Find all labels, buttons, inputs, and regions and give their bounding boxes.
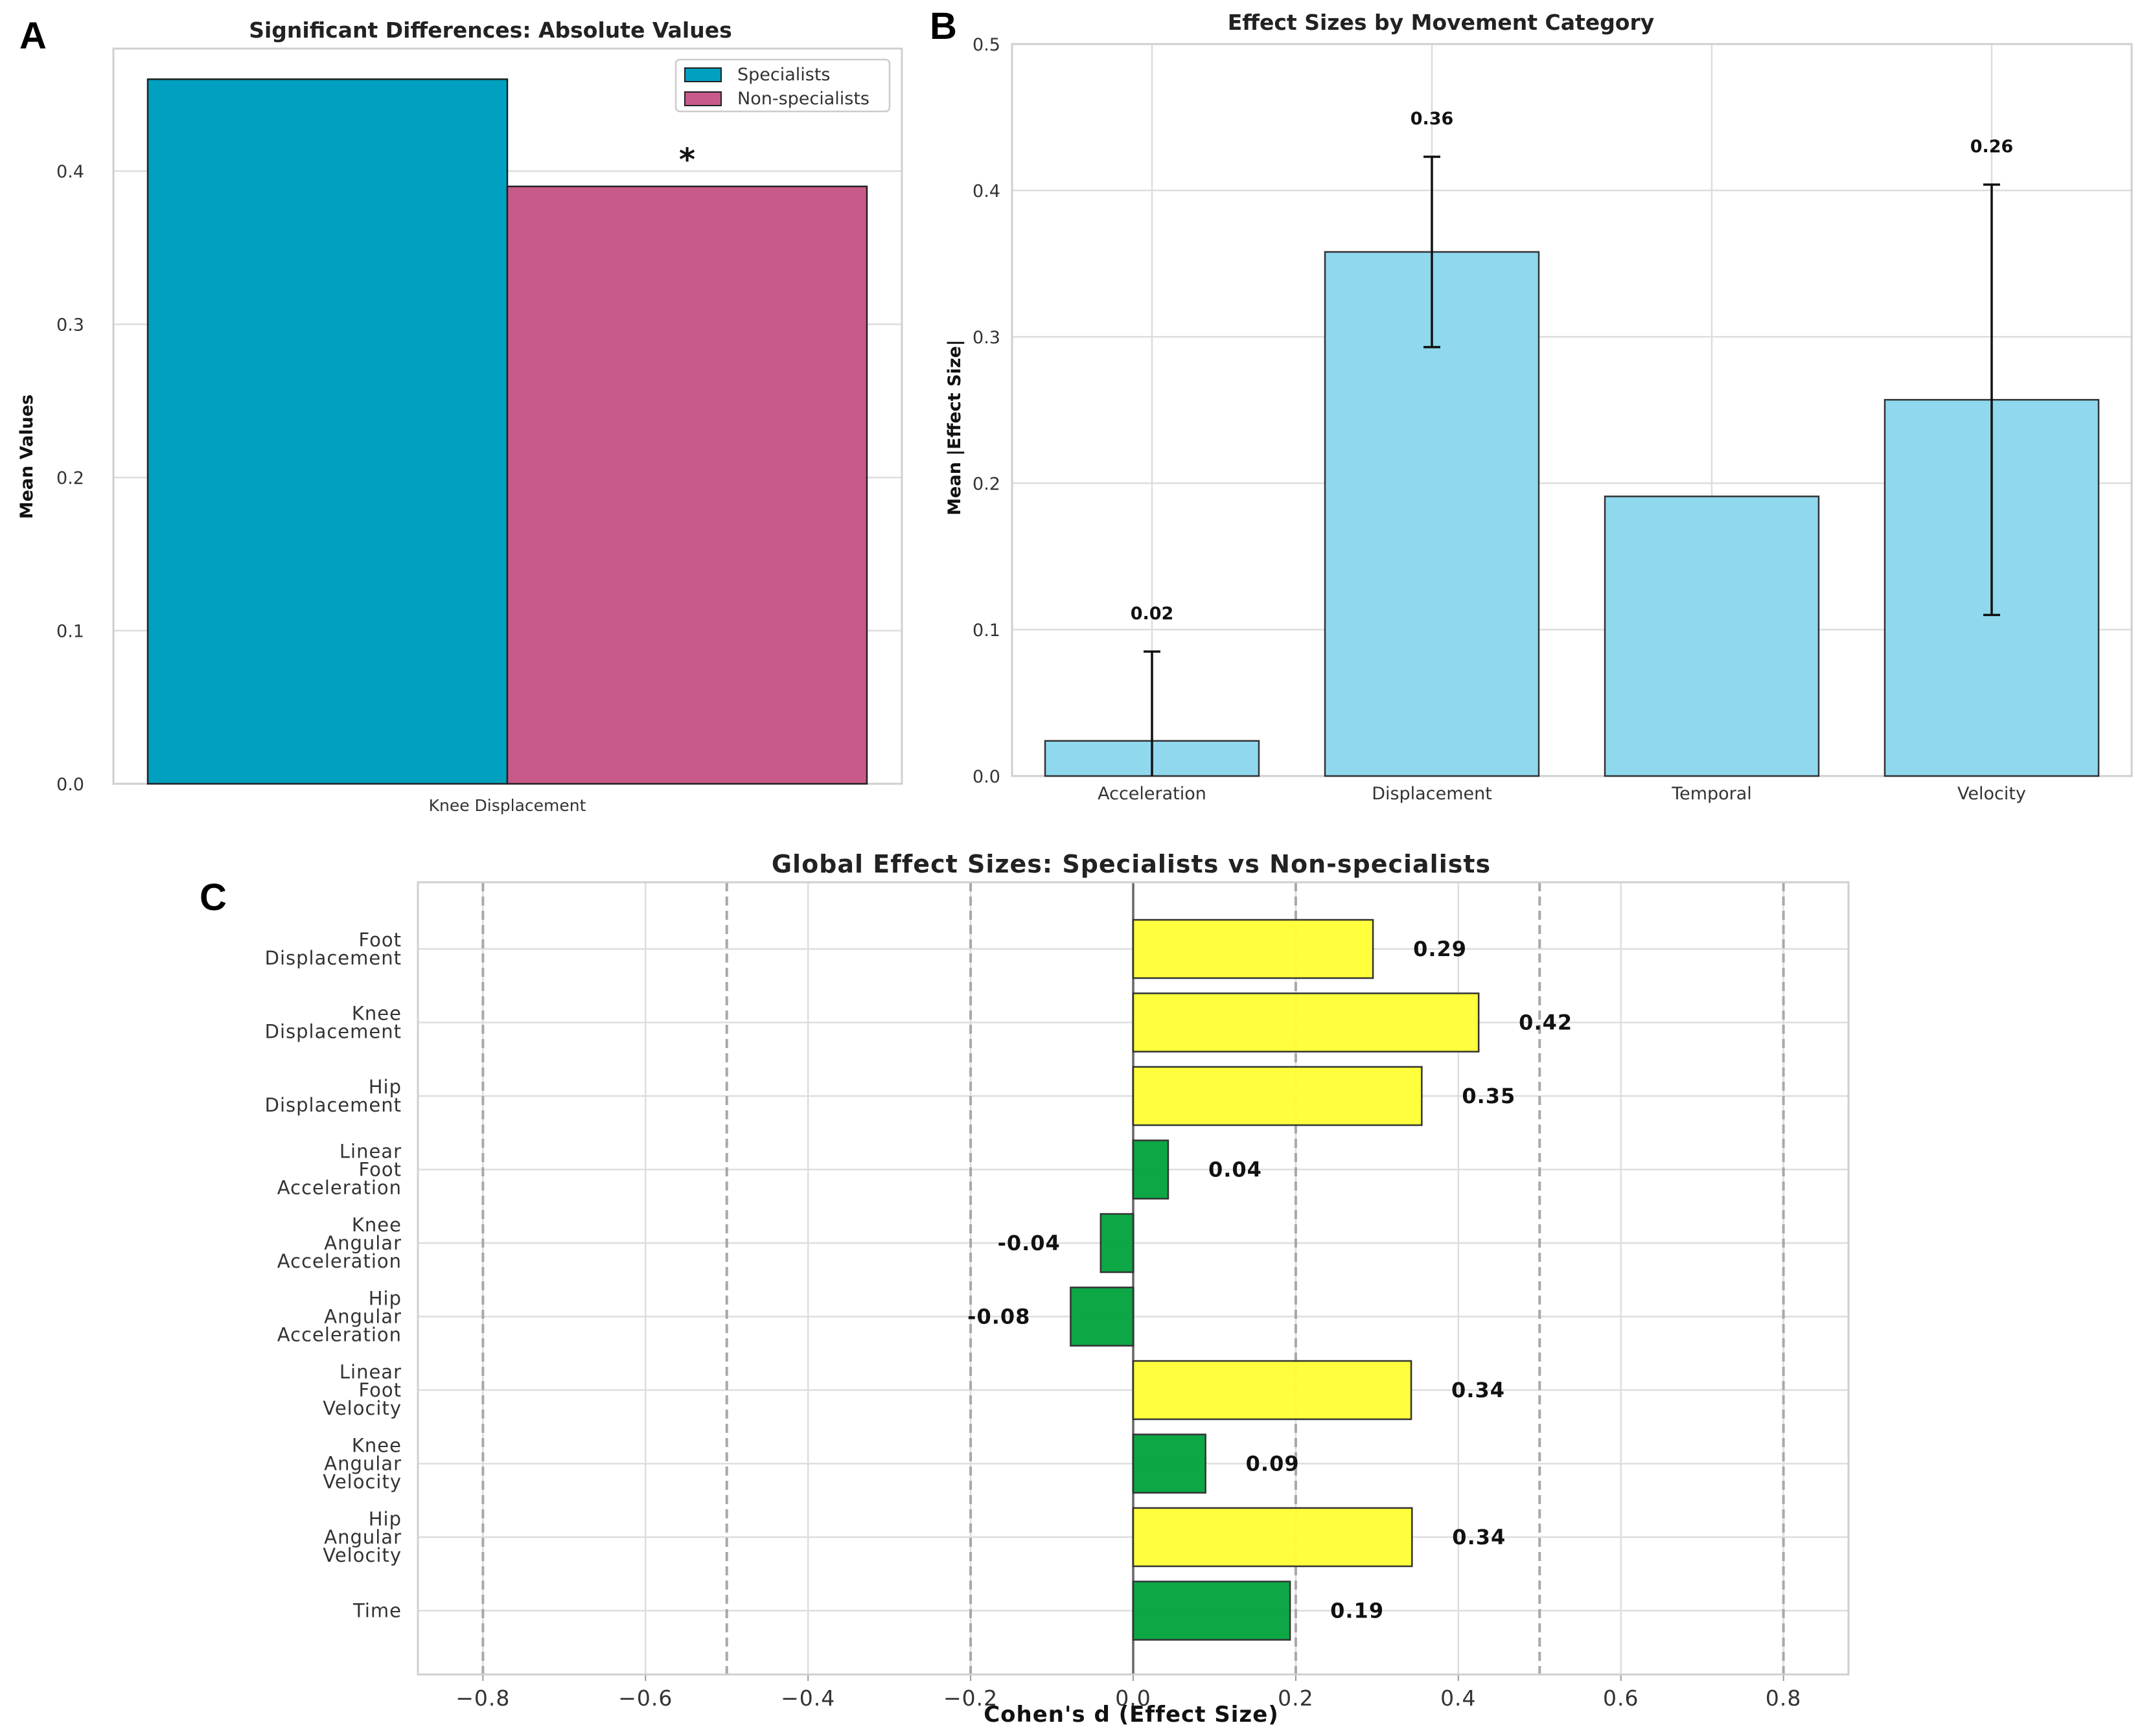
x-tick-label: Displacement [1372,784,1492,804]
significance-marker: * [679,142,695,178]
panel-a-chart: Significant Differences: Absolute Values… [17,17,903,815]
y-tick-label: 0.1 [56,622,84,642]
panel-b-ylabel: Mean |Effect Size| [945,339,965,515]
x-tick-label: Knee Displacement [429,796,586,815]
y-tick-label: Acceleration [277,1177,402,1199]
y-tick-label: Foot [358,1379,402,1401]
value-label: 0.09 [1246,1452,1300,1476]
x-tick-label: 0.6 [1603,1685,1639,1711]
bar-linear-foot-acceleration [1132,1139,1169,1200]
legend-frame [674,58,891,113]
bar-specialists [146,78,509,785]
panel-c-title: Global Effect Sizes: Specialists vs Non-… [772,850,1491,878]
y-tick-label: Hip [369,1076,402,1098]
y-tick-label: 0.1 [973,621,1000,641]
y-tick-label: Hip [369,1288,402,1310]
value-label: 0.29 [1413,937,1467,961]
x-tick-label: −0.8 [455,1685,510,1711]
y-tick-label: Time [352,1600,402,1622]
legend-label: Non-specialists [737,89,869,109]
legend-swatch [684,91,722,106]
y-tick-label: Knee [352,1003,402,1025]
bar-temporal [1604,496,1820,777]
bar-time [1132,1581,1291,1641]
panel-c-chart: Global Effect Sizes: Specialists vs Non-… [265,850,1850,1728]
y-tick-label: Acceleration [277,1324,402,1346]
legend: Specialists Non-specialists [674,58,891,113]
value-label: 0.34 [1452,1525,1506,1549]
panel-b-title: Effect Sizes by Movement Category [1228,10,1655,35]
y-tick-label: Acceleration [277,1250,402,1272]
y-tick-label: Linear [340,1361,402,1383]
y-tick-label: Foot [358,1159,402,1181]
bar-hip-angular-velocity [1132,1507,1413,1568]
panel-a-ylabel: Mean Values [17,394,37,520]
y-tick-label: 0.4 [56,162,84,182]
y-tick-label: Velocity [323,1397,402,1419]
legend-label: Specialists [737,65,831,85]
x-tick-label: 0.4 [1440,1685,1476,1711]
panel-a-title: Significant Differences: Absolute Values [249,17,732,43]
value-label: -0.08 [967,1305,1030,1329]
bar-knee-angular-velocity [1132,1433,1206,1494]
value-label: 0.26 [1970,137,2014,157]
value-label: 0.19 [1330,1599,1384,1623]
y-tick-label: Angular [324,1526,402,1548]
bar-knee-displacement [1132,992,1480,1053]
y-tick-label: Angular [324,1306,402,1328]
y-tick-label: 0.2 [56,468,84,488]
y-tick-label: 0.4 [973,181,1000,201]
value-label: 0.42 [1519,1011,1572,1035]
x-tick-label: 0.8 [1766,1685,1801,1711]
bar-knee-angular-acceleration [1100,1213,1134,1273]
panel-b-chart: Effect Sizes by Movement Category Mean |… [945,10,2133,804]
x-tick-label: −0.6 [618,1685,673,1711]
y-tick-label: Hip [369,1508,402,1530]
y-tick-label: Displacement [265,1021,402,1043]
plot-frame [417,881,1850,1676]
x-tick-label: −0.4 [781,1685,835,1711]
panel-letter-b: B [930,5,957,47]
y-tick-label: Displacement [265,1094,402,1116]
x-tick-label: 0.0 [1115,1685,1151,1711]
value-label: -0.04 [998,1231,1061,1255]
y-tick-label: Velocity [323,1471,402,1493]
bar-foot-displacement [1132,919,1374,979]
y-tick-label: 0.3 [973,328,1000,348]
value-label: 0.04 [1208,1158,1262,1182]
legend-swatch [684,67,722,82]
x-tick-label: 0.2 [1278,1685,1313,1711]
bar-hip-displacement [1132,1066,1423,1126]
bar-non-specialists [506,185,868,785]
y-tick-label: Knee [352,1214,402,1236]
bar-linear-foot-velocity [1132,1360,1412,1421]
y-tick-label: Angular [324,1453,402,1475]
panel-letter-c: C [200,876,227,919]
x-tick-label: Velocity [1957,784,2026,804]
y-tick-label: 0.3 [56,315,84,336]
bar-hip-angular-acceleration [1070,1286,1134,1347]
x-tick-label: −0.2 [943,1685,998,1711]
value-label: 0.34 [1451,1378,1505,1402]
y-tick-label: 0.2 [973,474,1000,494]
x-tick-label: Acceleration [1098,784,1206,804]
plot-frame [1011,43,2133,777]
y-tick-label: 0.0 [973,767,1000,787]
x-tick-label: Temporal [1671,784,1752,804]
panel-letter-a: A [19,15,47,57]
value-label: 0.36 [1411,109,1454,129]
y-tick-label: Knee [352,1435,402,1457]
y-tick-label: 0.5 [973,35,1000,55]
y-tick-label: Angular [324,1232,402,1254]
y-tick-label: Displacement [265,947,402,969]
value-label: 0.02 [1131,604,1174,624]
y-tick-label: Velocity [323,1544,402,1566]
y-tick-label: Foot [358,929,402,951]
panel-c-xlabel: Cohen's d (Effect Size) [984,1702,1279,1728]
y-tick-label: 0.0 [56,775,84,795]
y-tick-label: Linear [340,1141,402,1163]
value-label: 0.35 [1462,1084,1515,1108]
